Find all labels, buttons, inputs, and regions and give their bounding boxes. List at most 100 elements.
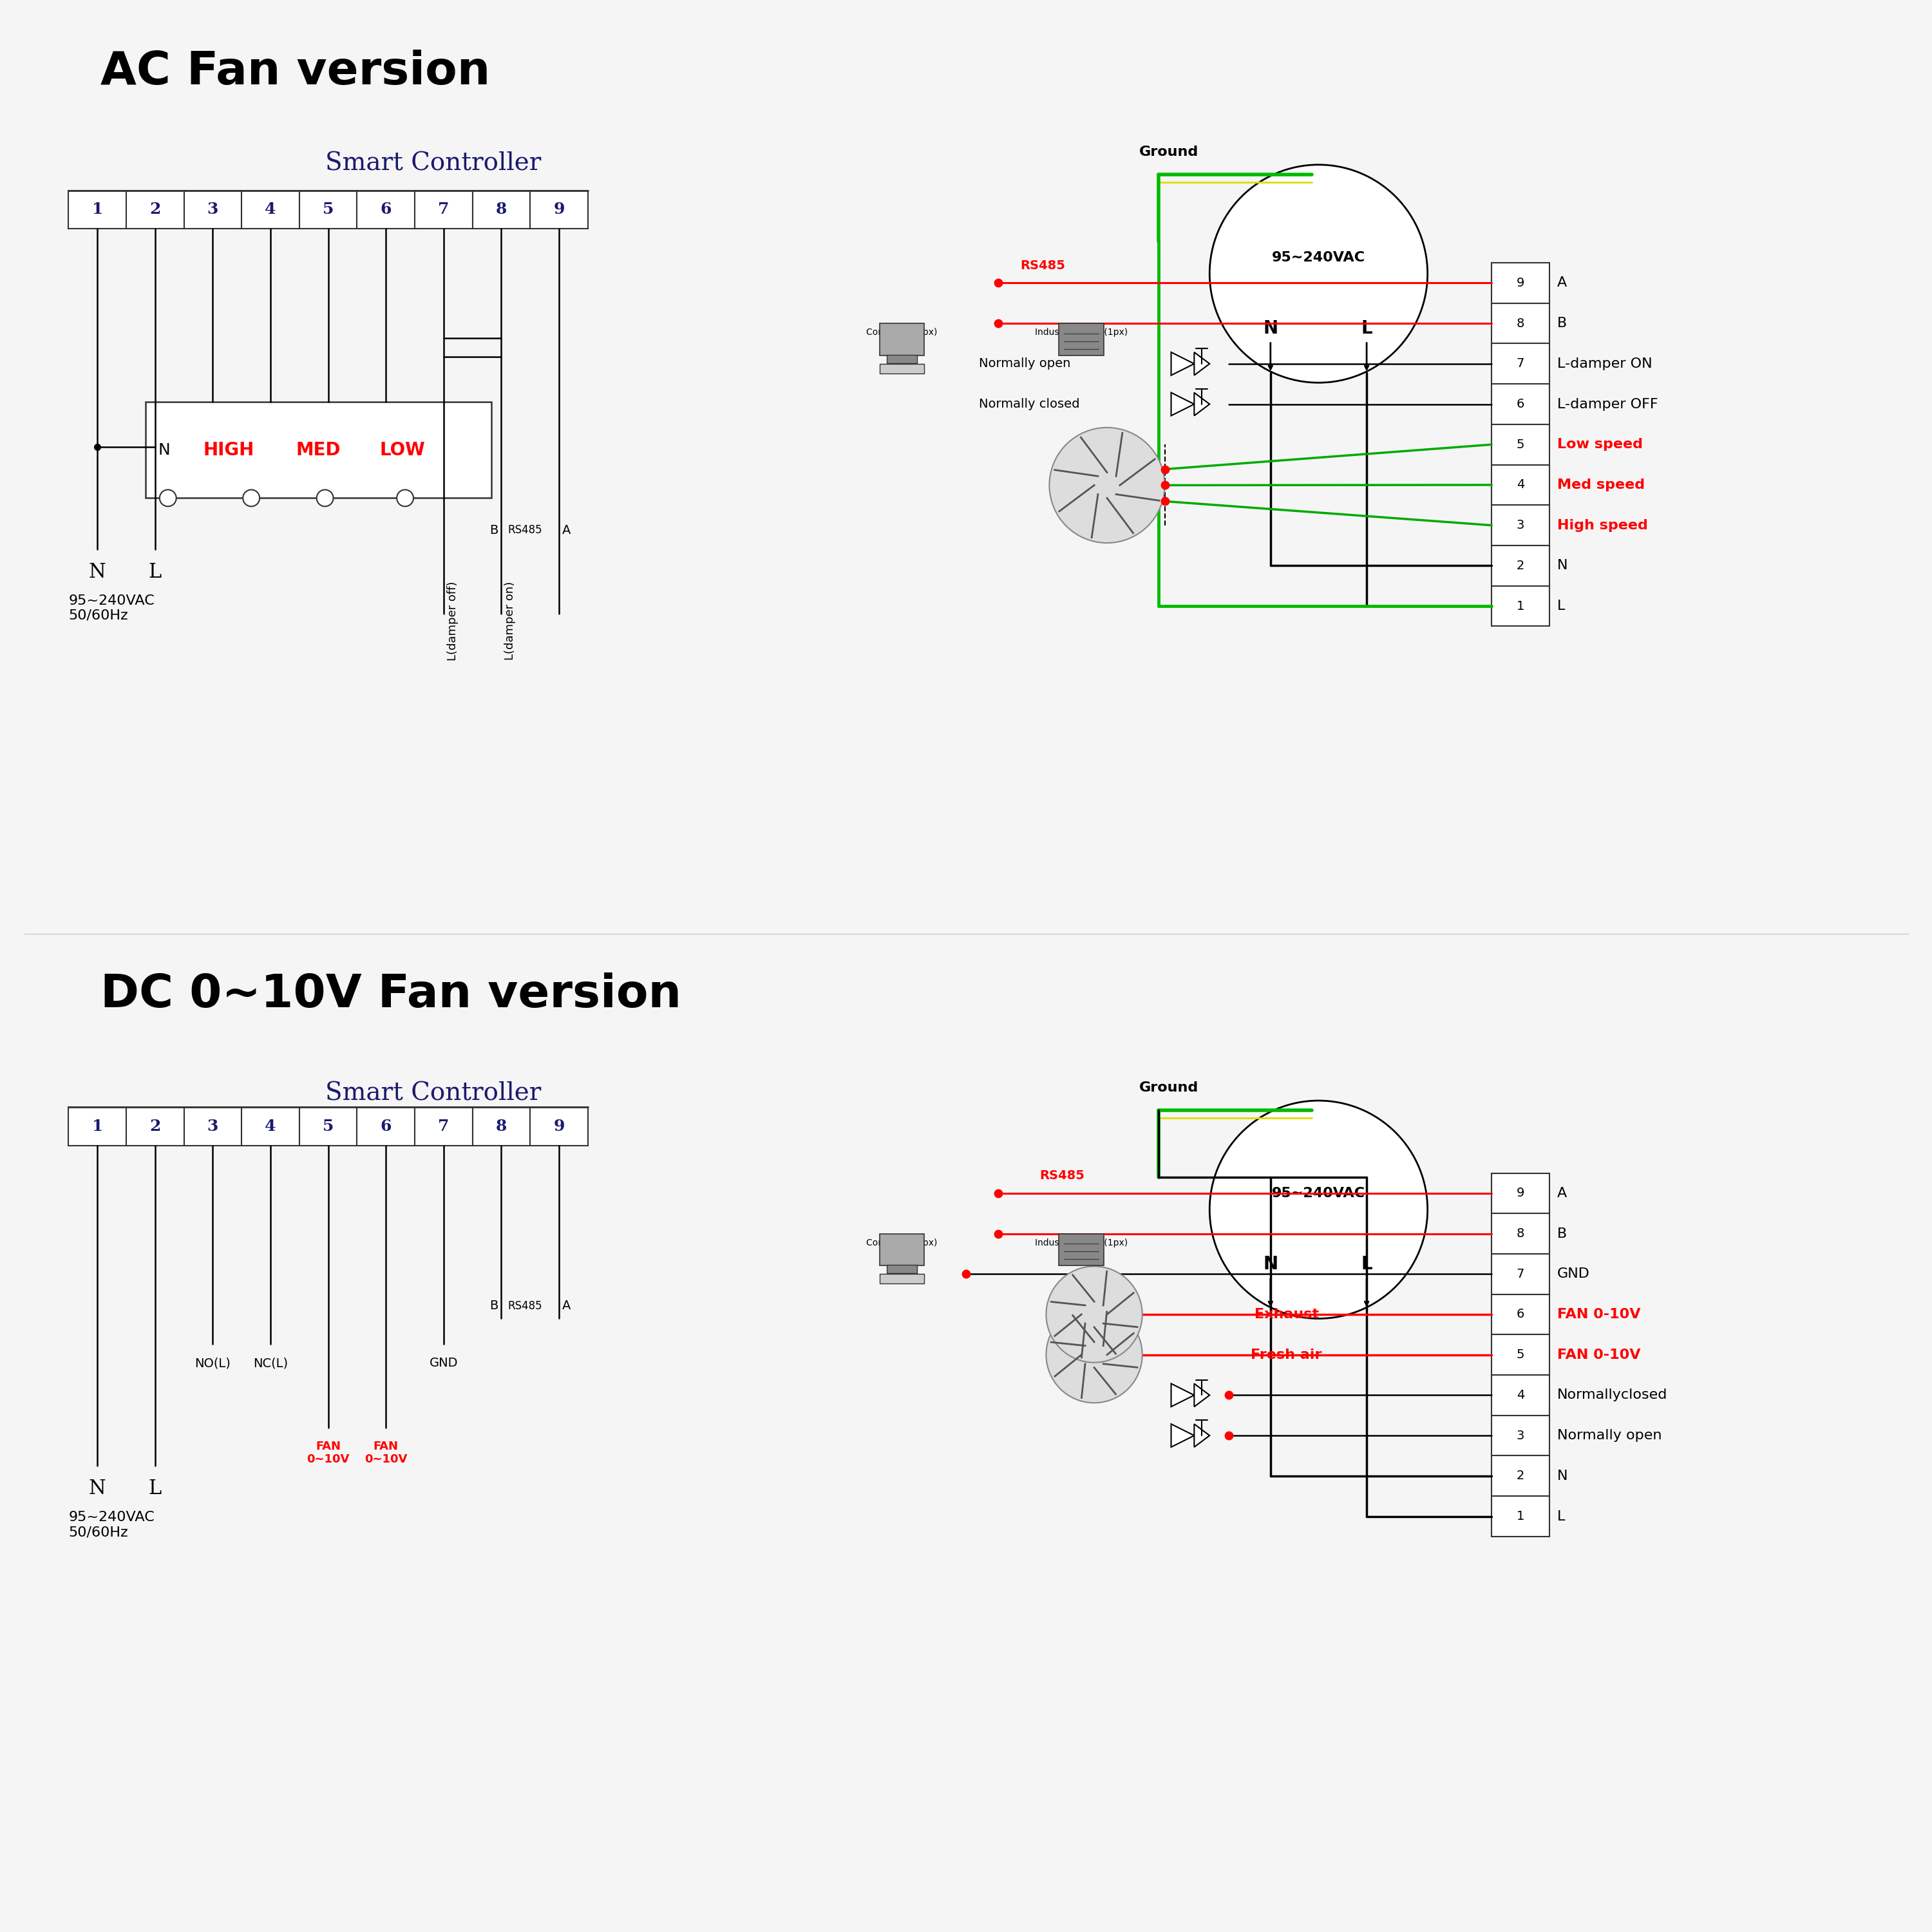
FancyBboxPatch shape	[357, 1107, 415, 1146]
Text: Normally open: Normally open	[1557, 1430, 1662, 1441]
Polygon shape	[1171, 352, 1194, 375]
Text: 7: 7	[1517, 1267, 1524, 1281]
Text: 3: 3	[1517, 520, 1524, 531]
Text: 2: 2	[1517, 560, 1524, 572]
Text: L: L	[149, 562, 162, 582]
Text: MED: MED	[296, 440, 340, 460]
Text: 3: 3	[207, 1119, 218, 1134]
Text: NO(L): NO(L)	[195, 1356, 230, 1370]
FancyBboxPatch shape	[879, 323, 923, 355]
FancyBboxPatch shape	[1492, 545, 1549, 585]
FancyBboxPatch shape	[879, 363, 923, 373]
Text: 4: 4	[265, 1119, 276, 1134]
Text: 3: 3	[1517, 1430, 1524, 1441]
FancyBboxPatch shape	[1492, 1173, 1549, 1213]
Circle shape	[396, 489, 413, 506]
FancyBboxPatch shape	[1492, 1376, 1549, 1416]
Text: GND: GND	[429, 1356, 458, 1370]
Text: 95~240VAC
50/60Hz: 95~240VAC 50/60Hz	[68, 595, 155, 622]
Text: High speed: High speed	[1557, 520, 1648, 531]
Text: AC Fan version: AC Fan version	[100, 50, 491, 95]
Text: N: N	[89, 562, 106, 582]
Text: 5: 5	[1517, 439, 1524, 450]
FancyBboxPatch shape	[126, 1107, 184, 1146]
Text: 4: 4	[1517, 479, 1524, 491]
Text: 7: 7	[439, 201, 448, 216]
Text: RS485: RS485	[1039, 1169, 1084, 1182]
Text: 2: 2	[1517, 1470, 1524, 1482]
Text: FAN 0-10V: FAN 0-10V	[1557, 1308, 1640, 1321]
Text: 5: 5	[323, 1119, 334, 1134]
Text: 1: 1	[1517, 601, 1524, 612]
Text: N: N	[1557, 558, 1567, 572]
Polygon shape	[1194, 1424, 1209, 1447]
Text: Industry Switch(1px): Industry Switch(1px)	[1036, 328, 1128, 336]
Text: 5: 5	[1517, 1349, 1524, 1360]
FancyBboxPatch shape	[1492, 303, 1549, 344]
FancyBboxPatch shape	[529, 1107, 587, 1146]
FancyBboxPatch shape	[887, 1265, 918, 1273]
FancyBboxPatch shape	[299, 1107, 357, 1146]
Text: DC 0~10V Fan version: DC 0~10V Fan version	[100, 972, 682, 1016]
Text: GND: GND	[1557, 1267, 1590, 1281]
Text: RS485: RS485	[1020, 259, 1065, 272]
Text: L(damper on): L(damper on)	[504, 582, 516, 661]
Circle shape	[1045, 1306, 1142, 1403]
Text: FAN
0~10V: FAN 0~10V	[365, 1441, 408, 1464]
Text: N: N	[1264, 1256, 1277, 1273]
Text: Ground: Ground	[1140, 145, 1198, 158]
Text: HIGH: HIGH	[203, 440, 255, 460]
Text: B: B	[489, 524, 498, 537]
Text: Med speed: Med speed	[1557, 479, 1644, 491]
Text: B: B	[1557, 1227, 1567, 1240]
FancyBboxPatch shape	[126, 191, 184, 228]
Text: Industry Switch(1px): Industry Switch(1px)	[1036, 1238, 1128, 1248]
FancyBboxPatch shape	[145, 402, 491, 498]
FancyBboxPatch shape	[473, 191, 529, 228]
Text: A: A	[1557, 1186, 1567, 1200]
FancyBboxPatch shape	[529, 191, 587, 228]
FancyBboxPatch shape	[415, 1107, 473, 1146]
Text: L-damper OFF: L-damper OFF	[1557, 398, 1658, 412]
FancyBboxPatch shape	[1492, 504, 1549, 545]
Text: 4: 4	[265, 201, 276, 216]
FancyBboxPatch shape	[415, 191, 473, 228]
Text: 9: 9	[553, 201, 564, 216]
Text: 95~240VAC: 95~240VAC	[1271, 1186, 1366, 1200]
FancyBboxPatch shape	[242, 191, 299, 228]
Text: 6: 6	[1517, 1308, 1524, 1320]
Text: L: L	[1360, 1256, 1372, 1273]
Circle shape	[160, 489, 176, 506]
Circle shape	[243, 489, 259, 506]
FancyBboxPatch shape	[1059, 323, 1103, 355]
Polygon shape	[1194, 352, 1209, 375]
FancyBboxPatch shape	[1492, 1416, 1549, 1455]
Text: 1: 1	[1517, 1511, 1524, 1522]
FancyBboxPatch shape	[473, 1107, 529, 1146]
Text: FAN
0~10V: FAN 0~10V	[307, 1441, 350, 1464]
Text: 5: 5	[323, 201, 334, 216]
Text: 3: 3	[207, 201, 218, 216]
Text: 2: 2	[149, 1119, 160, 1134]
Text: NC(L): NC(L)	[253, 1356, 288, 1370]
Text: Exhaust: Exhaust	[1254, 1308, 1320, 1321]
Polygon shape	[1171, 392, 1194, 415]
Text: 8: 8	[1517, 317, 1524, 330]
Text: LOW: LOW	[379, 440, 425, 460]
FancyBboxPatch shape	[887, 355, 918, 363]
Text: A: A	[1557, 276, 1567, 290]
Circle shape	[317, 489, 334, 506]
Text: B: B	[1557, 317, 1567, 330]
FancyBboxPatch shape	[68, 1107, 126, 1146]
Polygon shape	[1171, 1424, 1194, 1447]
Text: 8: 8	[497, 1119, 506, 1134]
Text: 95~240VAC
50/60Hz: 95~240VAC 50/60Hz	[68, 1511, 155, 1538]
Text: Fresh air: Fresh air	[1250, 1349, 1321, 1362]
Text: L: L	[149, 1478, 162, 1499]
Polygon shape	[1194, 1383, 1209, 1406]
Text: 4: 4	[1517, 1389, 1524, 1401]
Text: RS485: RS485	[508, 1300, 543, 1312]
Circle shape	[1209, 164, 1428, 383]
FancyBboxPatch shape	[1492, 1294, 1549, 1335]
FancyBboxPatch shape	[1059, 1235, 1103, 1265]
